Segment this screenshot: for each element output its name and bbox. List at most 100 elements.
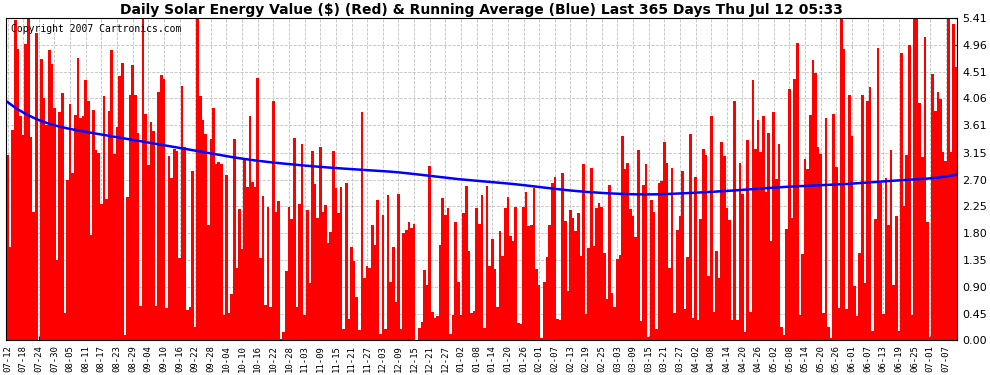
Bar	[892, 285, 895, 340]
Bar	[63, 313, 66, 340]
Bar	[462, 213, 465, 340]
Bar	[756, 120, 759, 340]
Bar	[347, 319, 350, 340]
Bar	[486, 186, 488, 340]
Bar	[820, 154, 822, 340]
Bar	[239, 209, 241, 340]
Bar	[473, 311, 475, 340]
Bar	[791, 218, 793, 340]
Bar	[261, 196, 264, 340]
Bar	[442, 198, 445, 340]
Bar	[27, 18, 30, 340]
Bar	[218, 162, 220, 340]
Bar	[413, 224, 416, 340]
Bar	[338, 213, 340, 340]
Bar	[38, 339, 41, 340]
Bar	[838, 309, 841, 340]
Bar	[903, 206, 906, 340]
Bar	[689, 134, 692, 340]
Bar	[806, 169, 809, 340]
Bar	[601, 207, 603, 340]
Bar	[681, 171, 684, 340]
Bar	[882, 314, 884, 340]
Bar	[202, 120, 204, 340]
Bar	[919, 103, 921, 340]
Bar	[335, 188, 338, 340]
Bar	[665, 163, 668, 340]
Bar	[319, 147, 322, 340]
Bar	[55, 260, 58, 340]
Bar	[647, 337, 650, 340]
Bar	[780, 327, 783, 340]
Bar	[467, 251, 470, 340]
Bar	[121, 63, 124, 340]
Bar	[501, 256, 504, 340]
Bar	[207, 225, 210, 340]
Bar	[627, 163, 629, 340]
Bar	[561, 173, 564, 340]
Bar	[927, 222, 929, 340]
Bar	[126, 197, 129, 340]
Bar	[157, 92, 160, 340]
Bar	[523, 207, 525, 340]
Bar	[189, 307, 191, 340]
Bar	[165, 308, 168, 340]
Bar	[92, 110, 95, 340]
Bar	[352, 261, 355, 340]
Bar	[916, 18, 919, 340]
Bar	[655, 329, 657, 340]
Bar	[908, 45, 911, 340]
Bar	[35, 33, 38, 340]
Bar	[853, 285, 855, 340]
Bar	[33, 212, 35, 340]
Bar	[804, 159, 806, 340]
Bar	[451, 315, 454, 340]
Bar	[194, 327, 196, 340]
Bar	[858, 254, 861, 340]
Bar	[253, 187, 256, 340]
Bar	[301, 144, 303, 340]
Bar	[145, 114, 147, 340]
Bar	[558, 320, 561, 340]
Bar	[118, 76, 121, 340]
Bar	[590, 168, 593, 340]
Bar	[585, 314, 587, 340]
Bar	[548, 225, 550, 340]
Bar	[952, 24, 955, 340]
Bar	[900, 53, 903, 340]
Bar	[387, 195, 389, 340]
Bar	[446, 208, 449, 340]
Bar	[379, 334, 381, 340]
Bar	[504, 208, 507, 340]
Bar	[509, 236, 512, 340]
Bar	[812, 60, 814, 340]
Bar	[663, 142, 665, 340]
Bar	[947, 18, 949, 340]
Bar	[19, 116, 22, 340]
Bar	[129, 94, 132, 340]
Bar	[707, 276, 710, 340]
Bar	[809, 115, 812, 340]
Bar	[293, 138, 295, 340]
Bar	[191, 171, 194, 340]
Bar	[445, 215, 446, 340]
Bar	[874, 219, 877, 340]
Bar	[478, 224, 480, 340]
Bar	[340, 187, 343, 340]
Bar	[220, 164, 223, 340]
Bar	[79, 118, 82, 340]
Bar	[924, 37, 927, 340]
Bar	[595, 209, 598, 340]
Bar	[569, 210, 572, 340]
Bar	[606, 299, 608, 340]
Bar	[103, 96, 105, 340]
Bar	[400, 328, 402, 340]
Bar	[17, 49, 19, 340]
Bar	[282, 332, 285, 340]
Bar	[154, 306, 157, 340]
Bar	[841, 18, 842, 340]
Bar	[459, 315, 462, 340]
Bar	[298, 204, 301, 340]
Bar	[225, 175, 228, 340]
Bar	[512, 242, 515, 340]
